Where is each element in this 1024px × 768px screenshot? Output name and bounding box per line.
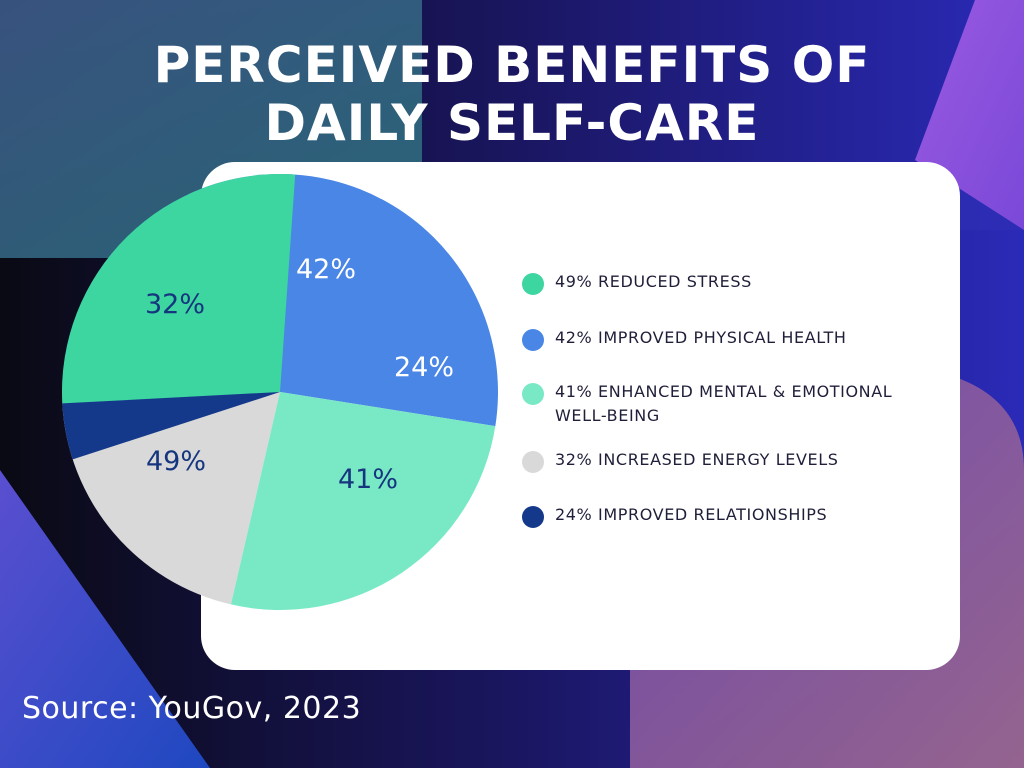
legend-swatch [522,506,544,528]
legend-item-relationships: 24% IMPROVED RELATIONSHIPS [522,503,942,528]
title-line-2: DAILY SELF-CARE [264,94,760,152]
legend-item-mental-wellbeing: 41% ENHANCED MENTAL & EMOTIONAL WELL-BEI… [522,380,942,428]
legend-swatch [522,273,544,295]
title-line-1: PERCEIVED BENEFITS OF [153,36,871,94]
legend-item-reduced-stress: 49% REDUCED STRESS [522,270,942,295]
legend-label: 24% IMPROVED RELATIONSHIPS [555,505,828,524]
legend-item-physical-health: 42% IMPROVED PHYSICAL HEALTH [522,326,942,351]
legend-label: 49% REDUCED STRESS [555,272,752,291]
page-title: PERCEIVED BENEFITS OF DAILY SELF-CARE [0,36,1024,152]
source-note: Source: YouGov, 2023 [22,691,362,726]
legend-swatch [522,329,544,351]
chart-legend: 49% REDUCED STRESS 42% IMPROVED PHYSICAL… [522,270,942,528]
legend-swatch [522,383,544,405]
legend-label: 42% IMPROVED PHYSICAL HEALTH [555,328,847,347]
legend-label: 41% ENHANCED MENTAL & EMOTIONAL WELL-BEI… [555,382,893,425]
legend-item-energy: 32% INCREASED ENERGY LEVELS [522,448,942,473]
legend-swatch [522,451,544,473]
legend-label: 32% INCREASED ENERGY LEVELS [555,450,839,469]
